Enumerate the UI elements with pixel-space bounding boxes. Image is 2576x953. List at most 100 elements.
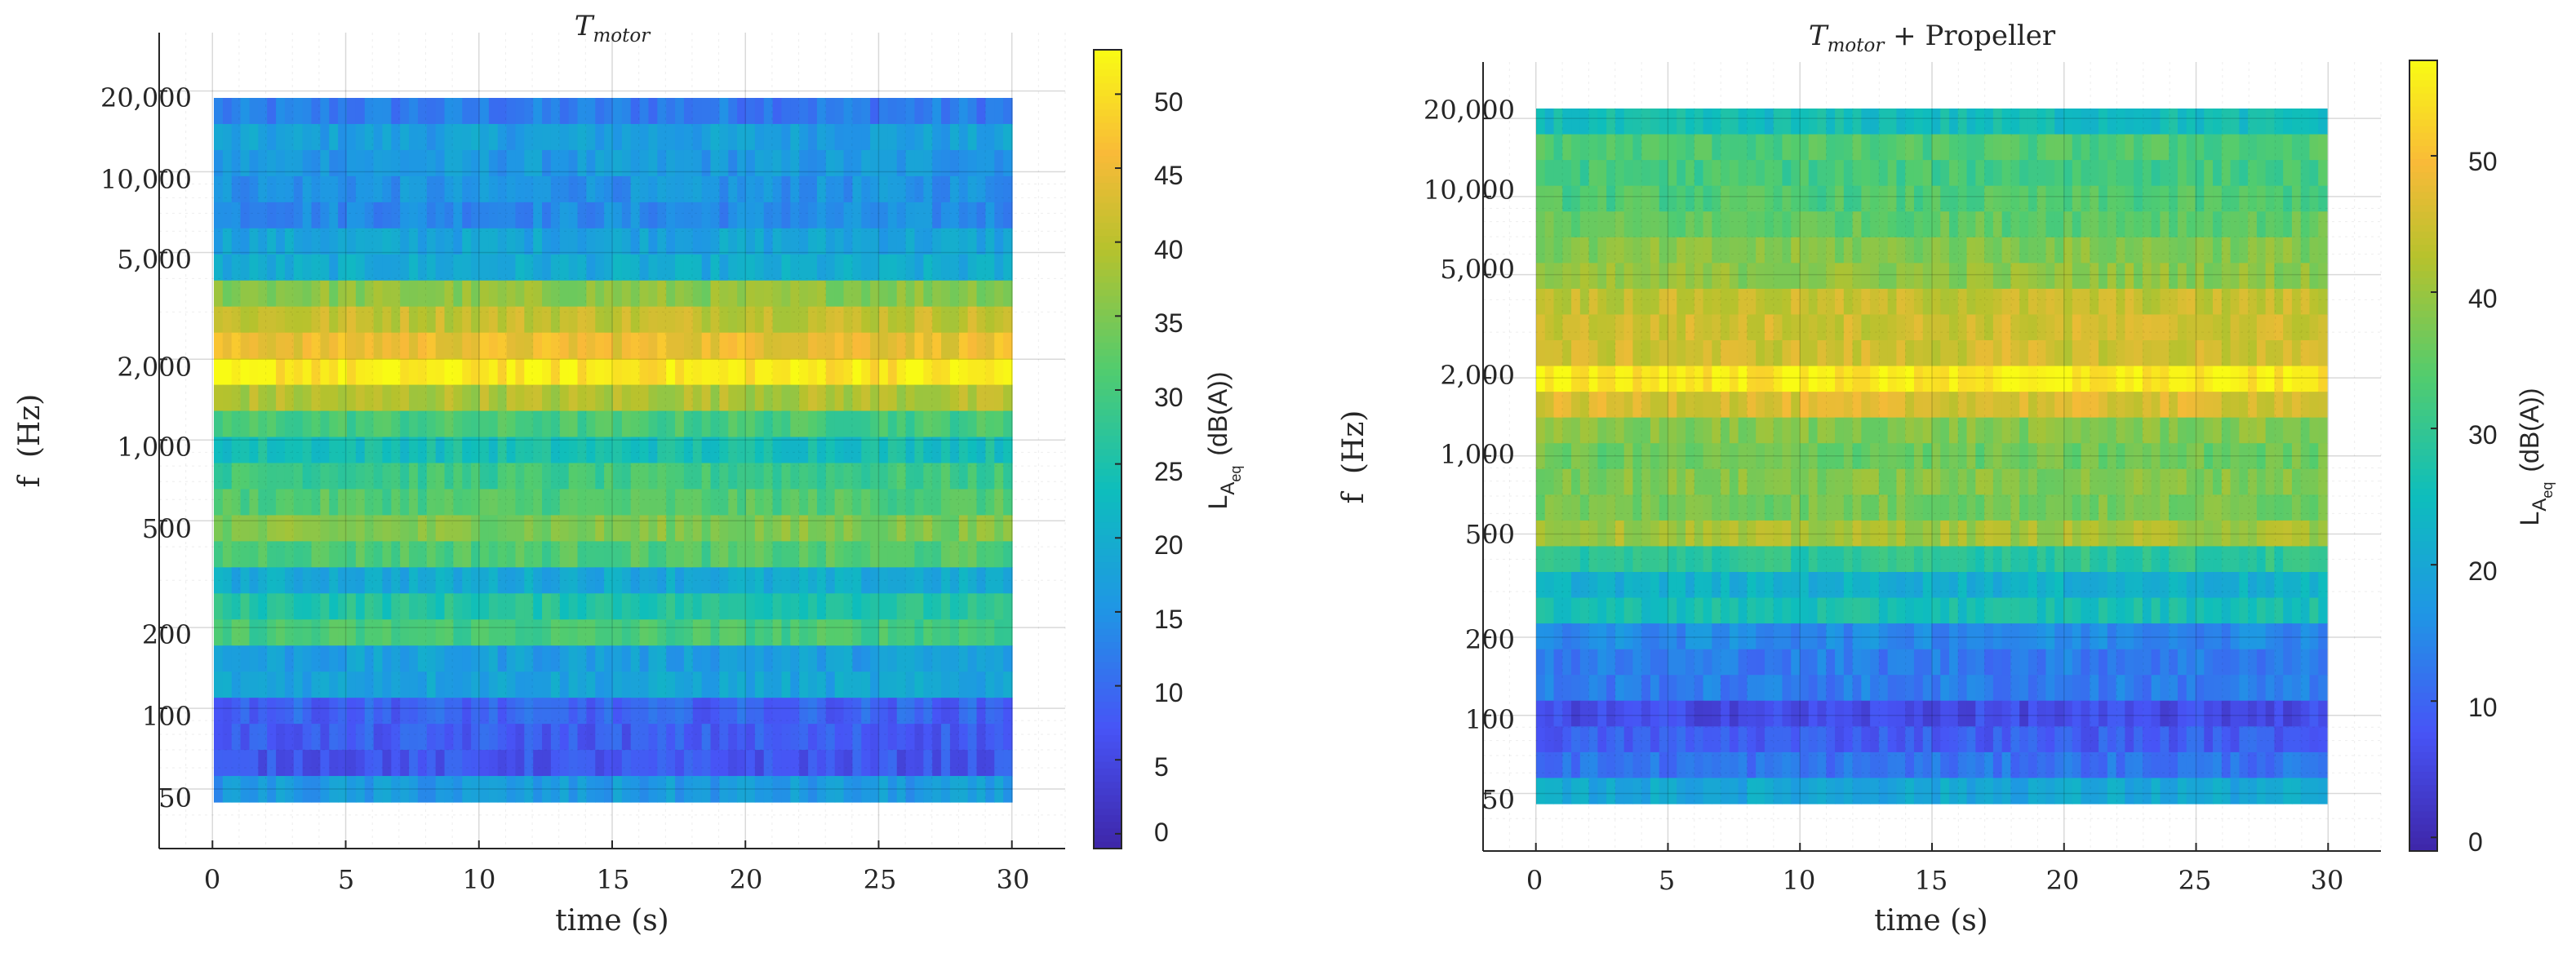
heatmap-cell [604,645,614,672]
heatmap-cell [2256,417,2267,444]
heatmap-cell [355,724,366,751]
colorbar-step [1094,748,1121,756]
heatmap-cell [2291,211,2302,238]
heatmap-cell [763,463,774,490]
heatmap-cell [808,202,818,229]
heatmap-cell [1747,700,1757,727]
heatmap-cell [763,489,774,516]
heatmap-cell [710,776,720,803]
heatmap-cell [2309,417,2319,444]
heatmap-cell [2318,134,2328,161]
heatmap-cell [2204,237,2214,264]
heatmap-cell [932,619,942,646]
heatmap-cell [2063,494,2073,521]
heatmap-cell [852,149,862,177]
heatmap-cell [400,149,410,177]
heatmap-cell [1659,675,1669,702]
heatmap-cell [1738,468,1748,495]
colorbar-tick-label: 45 [1154,161,1184,190]
heatmap-cell [258,515,268,542]
heatmap-cell [2027,675,2038,702]
heatmap-cell [825,228,836,255]
heatmap-cell [355,541,366,568]
heatmap-cell [2099,546,2108,573]
heatmap-cell [2099,443,2108,470]
heatmap-cell [2010,649,2020,676]
heatmap-cell [222,149,233,177]
heatmap-cell [1623,520,1634,547]
heatmap-cell [488,437,499,464]
heatmap-cell [559,776,570,803]
heatmap-cell [1826,134,1836,161]
heatmap-cell [2265,417,2275,444]
heatmap-cell [1808,160,1819,187]
heatmap-cell [2256,134,2267,161]
heatmap-cell [453,358,463,386]
heatmap-cell [763,567,774,594]
heatmap-cell [1887,675,1898,702]
x-tick-marks [211,840,1013,849]
heatmap-cell [2186,340,2196,367]
heatmap-cell [1817,417,1827,444]
heatmap-cell [1922,649,1933,676]
heatmap-cell [1729,263,1739,290]
heatmap-cell [1703,417,1712,444]
heatmap-cell [453,254,463,281]
heatmap-cell [719,724,729,751]
heatmap-cell [1896,597,1906,624]
heatmap-cell [444,280,454,308]
heatmap-cell [586,724,596,751]
heatmap-cell [364,306,375,334]
heatmap-cell [870,619,880,646]
heatmap-cell [329,593,339,620]
heatmap-cell [967,254,978,281]
heatmap-cell [276,776,286,803]
heatmap-cell [1686,520,1695,547]
heatmap-cell [1623,237,1634,264]
heatmap-cell [1668,546,1677,573]
heatmap-cell [2036,366,2047,392]
heatmap-cell [2230,675,2240,702]
heatmap-cell [1606,417,1616,444]
heatmap-cell [2239,366,2249,392]
heatmap-cell [967,463,978,490]
colorbar-step [1094,282,1121,290]
colorbar-step [1094,69,1121,78]
heatmap-cell [214,724,224,751]
heatmap-cell [1870,700,1880,727]
heatmap-cell [533,645,543,672]
heatmap-cell [1896,237,1906,264]
heatmap-cell [923,619,933,646]
heatmap-cell [338,567,348,594]
heatmap-cell [2010,675,2020,702]
heatmap-cell [2107,237,2117,264]
heatmap-cell [941,698,951,725]
heatmap-cell [355,98,366,125]
heatmap-cell [1614,494,1625,521]
heatmap-cell [1791,417,1801,444]
heatmap-cell [524,463,534,490]
heatmap-cell [2318,211,2328,238]
heatmap-cell [2019,263,2029,290]
heatmap-cell [932,698,942,725]
heatmap-cell [1966,675,1976,702]
heatmap-cell [222,672,233,698]
heatmap-cell [1747,134,1757,161]
heatmap-cell [843,750,853,777]
heatmap-cell [1835,675,1845,702]
heatmap-cell [905,202,916,229]
heatmap-cell [214,332,224,360]
heatmap-cell [320,123,330,151]
heatmap-cell [985,672,995,698]
heatmap-cell [2300,443,2311,470]
heatmap-cell [1843,288,1854,316]
heatmap-cell [249,489,259,516]
heatmap-cell [1861,675,1871,702]
heatmap-cell [426,672,437,698]
heatmap-cell [2125,572,2134,599]
heatmap-cell [1773,649,1783,676]
heatmap-cell [480,384,490,412]
heatmap-cell [2186,649,2196,676]
heatmap-cell [1852,623,1862,650]
heatmap-cell [2036,417,2047,444]
